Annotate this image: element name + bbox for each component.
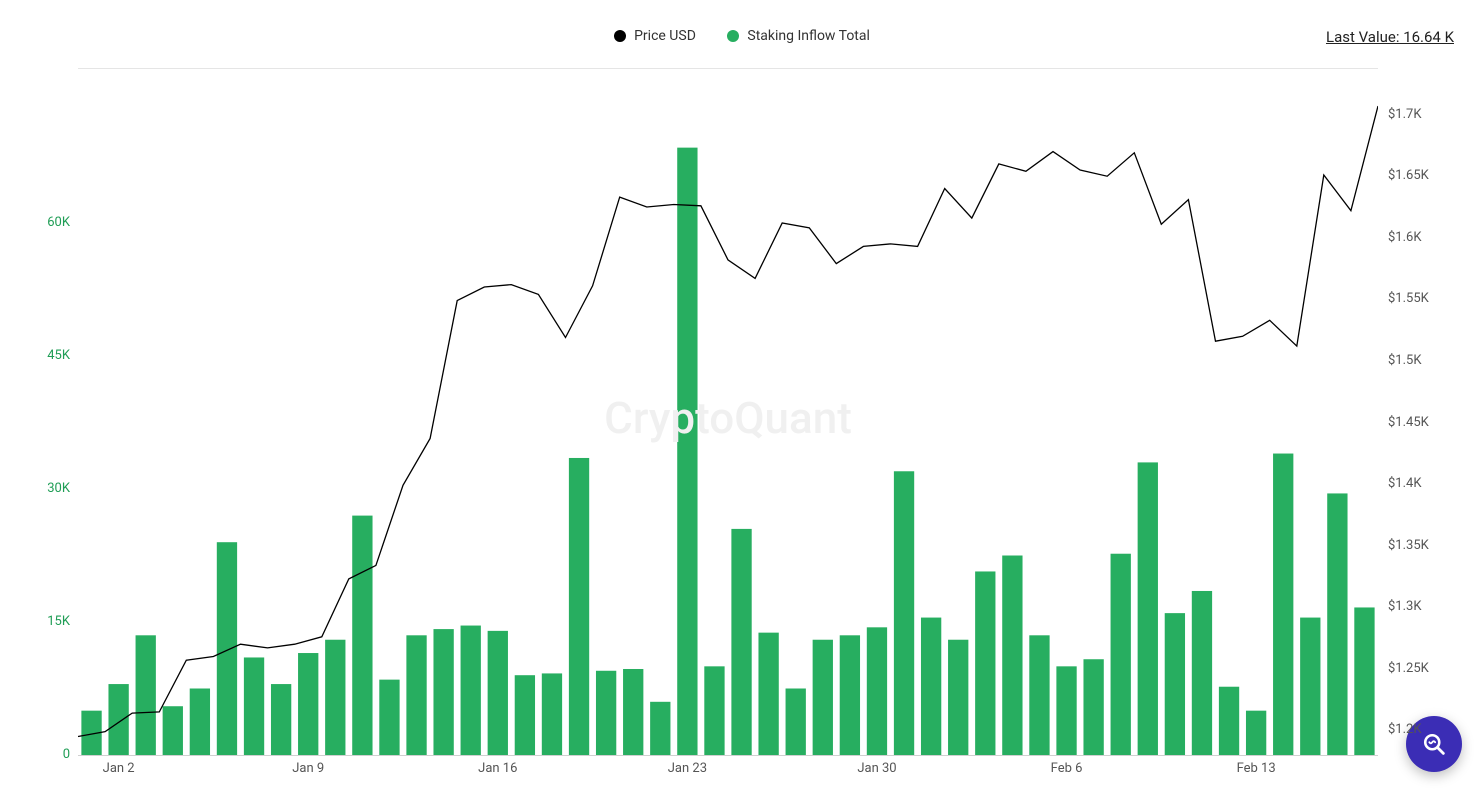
bar[interactable] [190, 689, 210, 756]
bar[interactable] [1083, 659, 1103, 755]
bar[interactable] [704, 666, 724, 755]
y-left-tick-label: 60K [26, 215, 70, 230]
legend-divider [78, 68, 1378, 69]
legend-label-price: Price USD [634, 28, 696, 44]
bar[interactable] [840, 635, 860, 755]
y-right-tick-label: $1.4K [1388, 476, 1448, 491]
bar[interactable] [108, 684, 128, 755]
bar[interactable] [325, 640, 345, 755]
legend-dot-inflow [727, 30, 739, 42]
bar[interactable] [136, 635, 156, 755]
legend-label-inflow: Staking Inflow Total [747, 28, 870, 44]
bar[interactable] [596, 671, 616, 755]
bar[interactable] [867, 627, 887, 755]
bar[interactable] [813, 640, 833, 755]
bar[interactable] [1273, 454, 1293, 755]
bar[interactable] [488, 631, 508, 755]
x-axis-baseline [78, 755, 1378, 756]
bar[interactable] [677, 148, 697, 755]
bar[interactable] [569, 458, 589, 755]
bar[interactable] [1327, 493, 1347, 755]
y-right-tick-label: $1.55K [1388, 291, 1448, 306]
x-tick-label: Jan 16 [478, 761, 517, 776]
y-right-tick-label: $1.7K [1388, 107, 1448, 122]
bar[interactable] [1165, 613, 1185, 755]
x-tick-label: Jan 23 [668, 761, 707, 776]
y-right-tick-label: $1.6K [1388, 230, 1448, 245]
y-right-tick-label: $1.45K [1388, 415, 1448, 430]
y-right-tick-label: $1.2K [1388, 722, 1448, 737]
bar[interactable] [1029, 635, 1049, 755]
bar[interactable] [786, 689, 806, 756]
bar[interactable] [975, 571, 995, 755]
bar[interactable] [406, 635, 426, 755]
bar[interactable] [948, 640, 968, 755]
y-left-tick-label: 0 [26, 747, 70, 762]
x-tick-label: Jan 30 [857, 761, 896, 776]
x-tick-label: Feb 13 [1237, 761, 1276, 776]
bar[interactable] [433, 629, 453, 755]
x-tick-label: Jan 2 [103, 761, 135, 776]
x-tick-label: Jan 9 [292, 761, 324, 776]
bar[interactable] [758, 633, 778, 755]
legend-item-price[interactable]: Price USD [614, 28, 696, 44]
bar[interactable] [515, 675, 535, 755]
x-tick-label: Feb 6 [1051, 761, 1083, 776]
bar[interactable] [1300, 618, 1320, 755]
chart-svg [78, 90, 1378, 755]
bar[interactable] [921, 618, 941, 755]
last-value-label[interactable]: Last Value: 16.64 K [1326, 28, 1454, 46]
bar[interactable] [271, 684, 291, 755]
bar[interactable] [352, 516, 372, 755]
bar[interactable] [461, 626, 481, 755]
y-right-tick-label: $1.35K [1388, 538, 1448, 553]
y-right-tick-label: $1.3K [1388, 599, 1448, 614]
y-left-tick-label: 45K [26, 348, 70, 363]
bar[interactable] [1111, 554, 1131, 755]
bar[interactable] [1002, 556, 1022, 756]
bar[interactable] [163, 706, 183, 755]
bar[interactable] [1138, 462, 1158, 755]
bar[interactable] [1354, 607, 1374, 755]
chart-legend: Price USD Staking Inflow Total [0, 28, 1484, 46]
bar[interactable] [379, 680, 399, 755]
bar[interactable] [217, 542, 237, 755]
bar[interactable] [298, 653, 318, 755]
bar[interactable] [1219, 687, 1239, 755]
chart-plot-area: CryptoQuant [78, 90, 1378, 755]
bar[interactable] [1192, 591, 1212, 755]
y-right-tick-label: $1.5K [1388, 353, 1448, 368]
y-left-tick-label: 30K [26, 481, 70, 496]
y-right-tick-label: $1.65K [1388, 168, 1448, 183]
y-left-tick-label: 15K [26, 614, 70, 629]
bar[interactable] [1246, 711, 1266, 755]
bar[interactable] [650, 702, 670, 755]
legend-dot-price [614, 30, 626, 42]
bar[interactable] [731, 529, 751, 755]
bar[interactable] [1056, 666, 1076, 755]
bar[interactable] [623, 669, 643, 755]
y-right-tick-label: $1.25K [1388, 661, 1448, 676]
bar[interactable] [542, 673, 562, 755]
legend-item-inflow[interactable]: Staking Inflow Total [727, 28, 870, 44]
bar[interactable] [244, 657, 264, 755]
bar[interactable] [894, 471, 914, 755]
